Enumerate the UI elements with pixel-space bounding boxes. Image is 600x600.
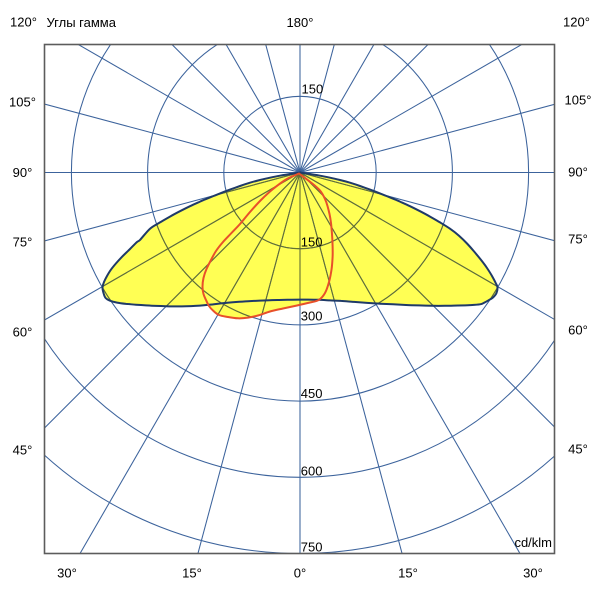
svg-text:75°: 75° (568, 232, 588, 247)
svg-text:cd/klm: cd/klm (514, 535, 552, 550)
svg-text:120°: 120° (10, 15, 37, 30)
svg-text:105°: 105° (565, 93, 592, 108)
svg-text:180°: 180° (287, 15, 314, 30)
svg-text:120°: 120° (563, 15, 590, 30)
svg-text:30°: 30° (523, 566, 543, 581)
svg-text:450: 450 (301, 386, 323, 401)
svg-text:600: 600 (301, 464, 323, 479)
svg-text:45°: 45° (568, 442, 588, 457)
svg-text:105°: 105° (9, 95, 36, 110)
svg-text:750: 750 (301, 540, 323, 555)
svg-text:60°: 60° (13, 325, 33, 340)
svg-text:15°: 15° (398, 566, 418, 581)
svg-text:0°: 0° (294, 566, 306, 581)
svg-text:75°: 75° (13, 235, 33, 250)
svg-text:15°: 15° (182, 566, 202, 581)
svg-text:90°: 90° (13, 165, 33, 180)
svg-text:300: 300 (301, 309, 323, 324)
svg-text:150: 150 (302, 81, 324, 96)
svg-text:Углы гамма: Углы гамма (47, 15, 117, 30)
svg-text:150: 150 (301, 235, 323, 250)
svg-text:30°: 30° (57, 566, 77, 581)
svg-text:45°: 45° (13, 443, 33, 458)
svg-text:90°: 90° (568, 165, 588, 180)
svg-text:60°: 60° (568, 323, 588, 338)
